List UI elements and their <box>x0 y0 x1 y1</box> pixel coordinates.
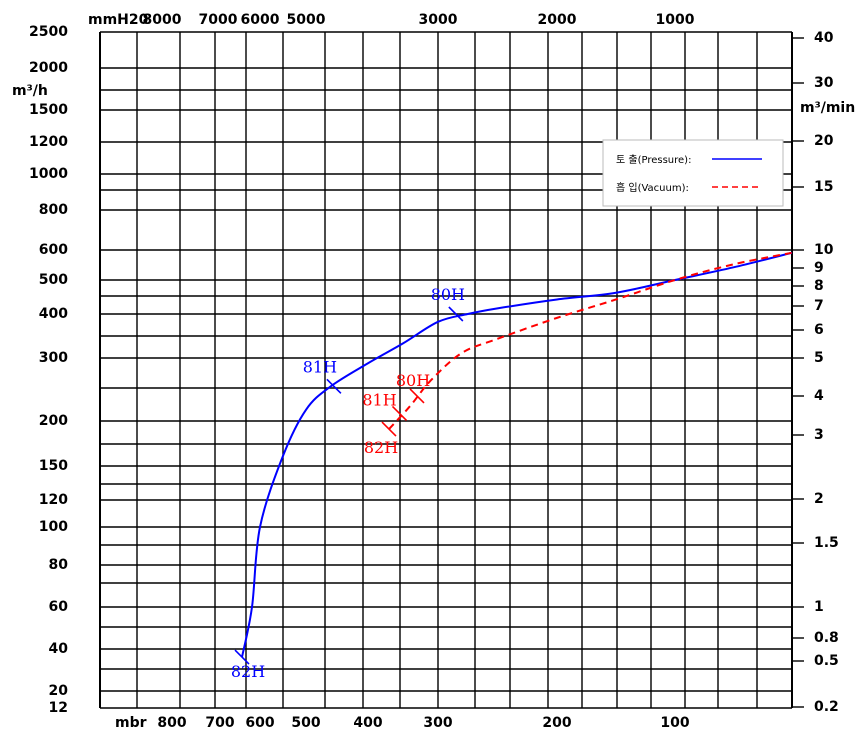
annotation-label: 80H <box>431 285 465 304</box>
x-top-tick-label: 6000 <box>241 12 280 28</box>
x-bottom-tick-label: 700 <box>205 715 234 731</box>
y-left-tick-label: 1500 <box>29 102 68 118</box>
y-right-tick-label: 4 <box>814 388 824 404</box>
annotation-marker <box>326 378 342 394</box>
legend-box <box>602 139 784 207</box>
y-left-tick-label: 100 <box>39 519 68 535</box>
top-unit-label: mmH20 <box>88 12 149 28</box>
x-top-tick-label: 5000 <box>287 12 326 28</box>
tick-labels: 2500200015001200100080060050040030020015… <box>29 12 839 731</box>
x-bottom-tick-label: 500 <box>291 715 320 731</box>
y-left-tick-label: 200 <box>39 413 68 429</box>
y-right-tick-label: 6 <box>814 322 824 338</box>
annotation-label: 80H <box>396 371 430 390</box>
y-right-tick-label: 1 <box>814 599 824 615</box>
y-right-tick-label: 0.5 <box>814 653 839 669</box>
y-left-tick-label: 2500 <box>29 24 68 40</box>
x-bottom-tick-label: 200 <box>542 715 571 731</box>
y-left-tick-label: 1000 <box>29 166 68 182</box>
series-line-pressure <box>241 251 793 658</box>
x-bottom-tick-label: 300 <box>423 715 452 731</box>
y-right-tick-label: 5 <box>814 350 824 366</box>
y-right-tick-label: 9 <box>814 260 824 276</box>
x-top-tick-label: 1000 <box>656 12 695 28</box>
x-top-tick-label: 3000 <box>419 12 458 28</box>
annotation-label: 81H <box>303 357 337 376</box>
annotation-marker <box>409 388 425 404</box>
y-right-tick-label: 3 <box>814 427 824 443</box>
series-group <box>241 251 793 658</box>
y-right-tick-label: 8 <box>814 278 824 294</box>
chart-grid <box>99 31 804 709</box>
annotation-marker <box>234 649 250 665</box>
y-left-tick-label: 12 <box>49 700 68 716</box>
x-top-tick-label: 7000 <box>199 12 238 28</box>
annotation-marker <box>381 421 397 437</box>
left-unit-label: m³/h <box>12 83 48 99</box>
y-left-tick-label: 1200 <box>29 134 68 150</box>
x-bottom-tick-label: 400 <box>353 715 382 731</box>
y-left-tick-label: 120 <box>39 492 68 508</box>
y-right-tick-label: 20 <box>814 133 834 149</box>
legend: 토 출(Pressure): 흡 입(Vacuum): <box>602 139 784 207</box>
y-left-tick-label: 20 <box>49 683 69 699</box>
annotation-label: 81H <box>362 390 396 409</box>
right-unit-label: m³/min <box>800 100 855 116</box>
y-left-tick-label: 300 <box>39 350 68 366</box>
y-right-tick-label: 7 <box>814 298 824 314</box>
y-left-tick-label: 600 <box>39 242 68 258</box>
legend-label-pressure: 토 출(Pressure): <box>616 154 691 166</box>
y-left-tick-label: 40 <box>49 641 69 657</box>
annotation-label: 82H <box>364 438 398 457</box>
annotation-label: 82H <box>231 662 265 681</box>
y-right-tick-label: 0.2 <box>814 699 839 715</box>
y-left-tick-label: 500 <box>39 272 68 288</box>
x-top-tick-label: 2000 <box>538 12 577 28</box>
annotation-marker <box>448 306 464 322</box>
y-left-tick-label: 2000 <box>29 60 68 76</box>
x-top-tick-label: 8000 <box>143 12 182 28</box>
y-right-tick-label: 0.8 <box>814 630 839 646</box>
annotation-marker <box>391 405 408 421</box>
y-left-tick-label: 400 <box>39 306 68 322</box>
x-bottom-tick-label: 600 <box>245 715 274 731</box>
y-right-tick-label: 30 <box>814 75 834 91</box>
series-line-vacuum <box>388 251 793 430</box>
x-bottom-tick-label: 800 <box>157 715 186 731</box>
x-bottom-tick-label: 100 <box>660 715 689 731</box>
y-right-tick-label: 2 <box>814 491 824 507</box>
y-left-tick-label: 80 <box>49 557 69 573</box>
y-left-tick-label: 150 <box>39 458 68 474</box>
y-left-tick-label: 800 <box>39 202 68 218</box>
y-right-tick-label: 40 <box>814 30 834 46</box>
y-right-tick-label: 15 <box>814 179 833 195</box>
y-right-tick-label: 1.5 <box>814 535 839 551</box>
bottom-unit-label: mbr <box>115 715 147 731</box>
y-left-tick-label: 60 <box>49 599 69 615</box>
legend-label-vacuum: 흡 입(Vacuum): <box>616 181 689 194</box>
y-right-tick-label: 10 <box>814 242 834 258</box>
